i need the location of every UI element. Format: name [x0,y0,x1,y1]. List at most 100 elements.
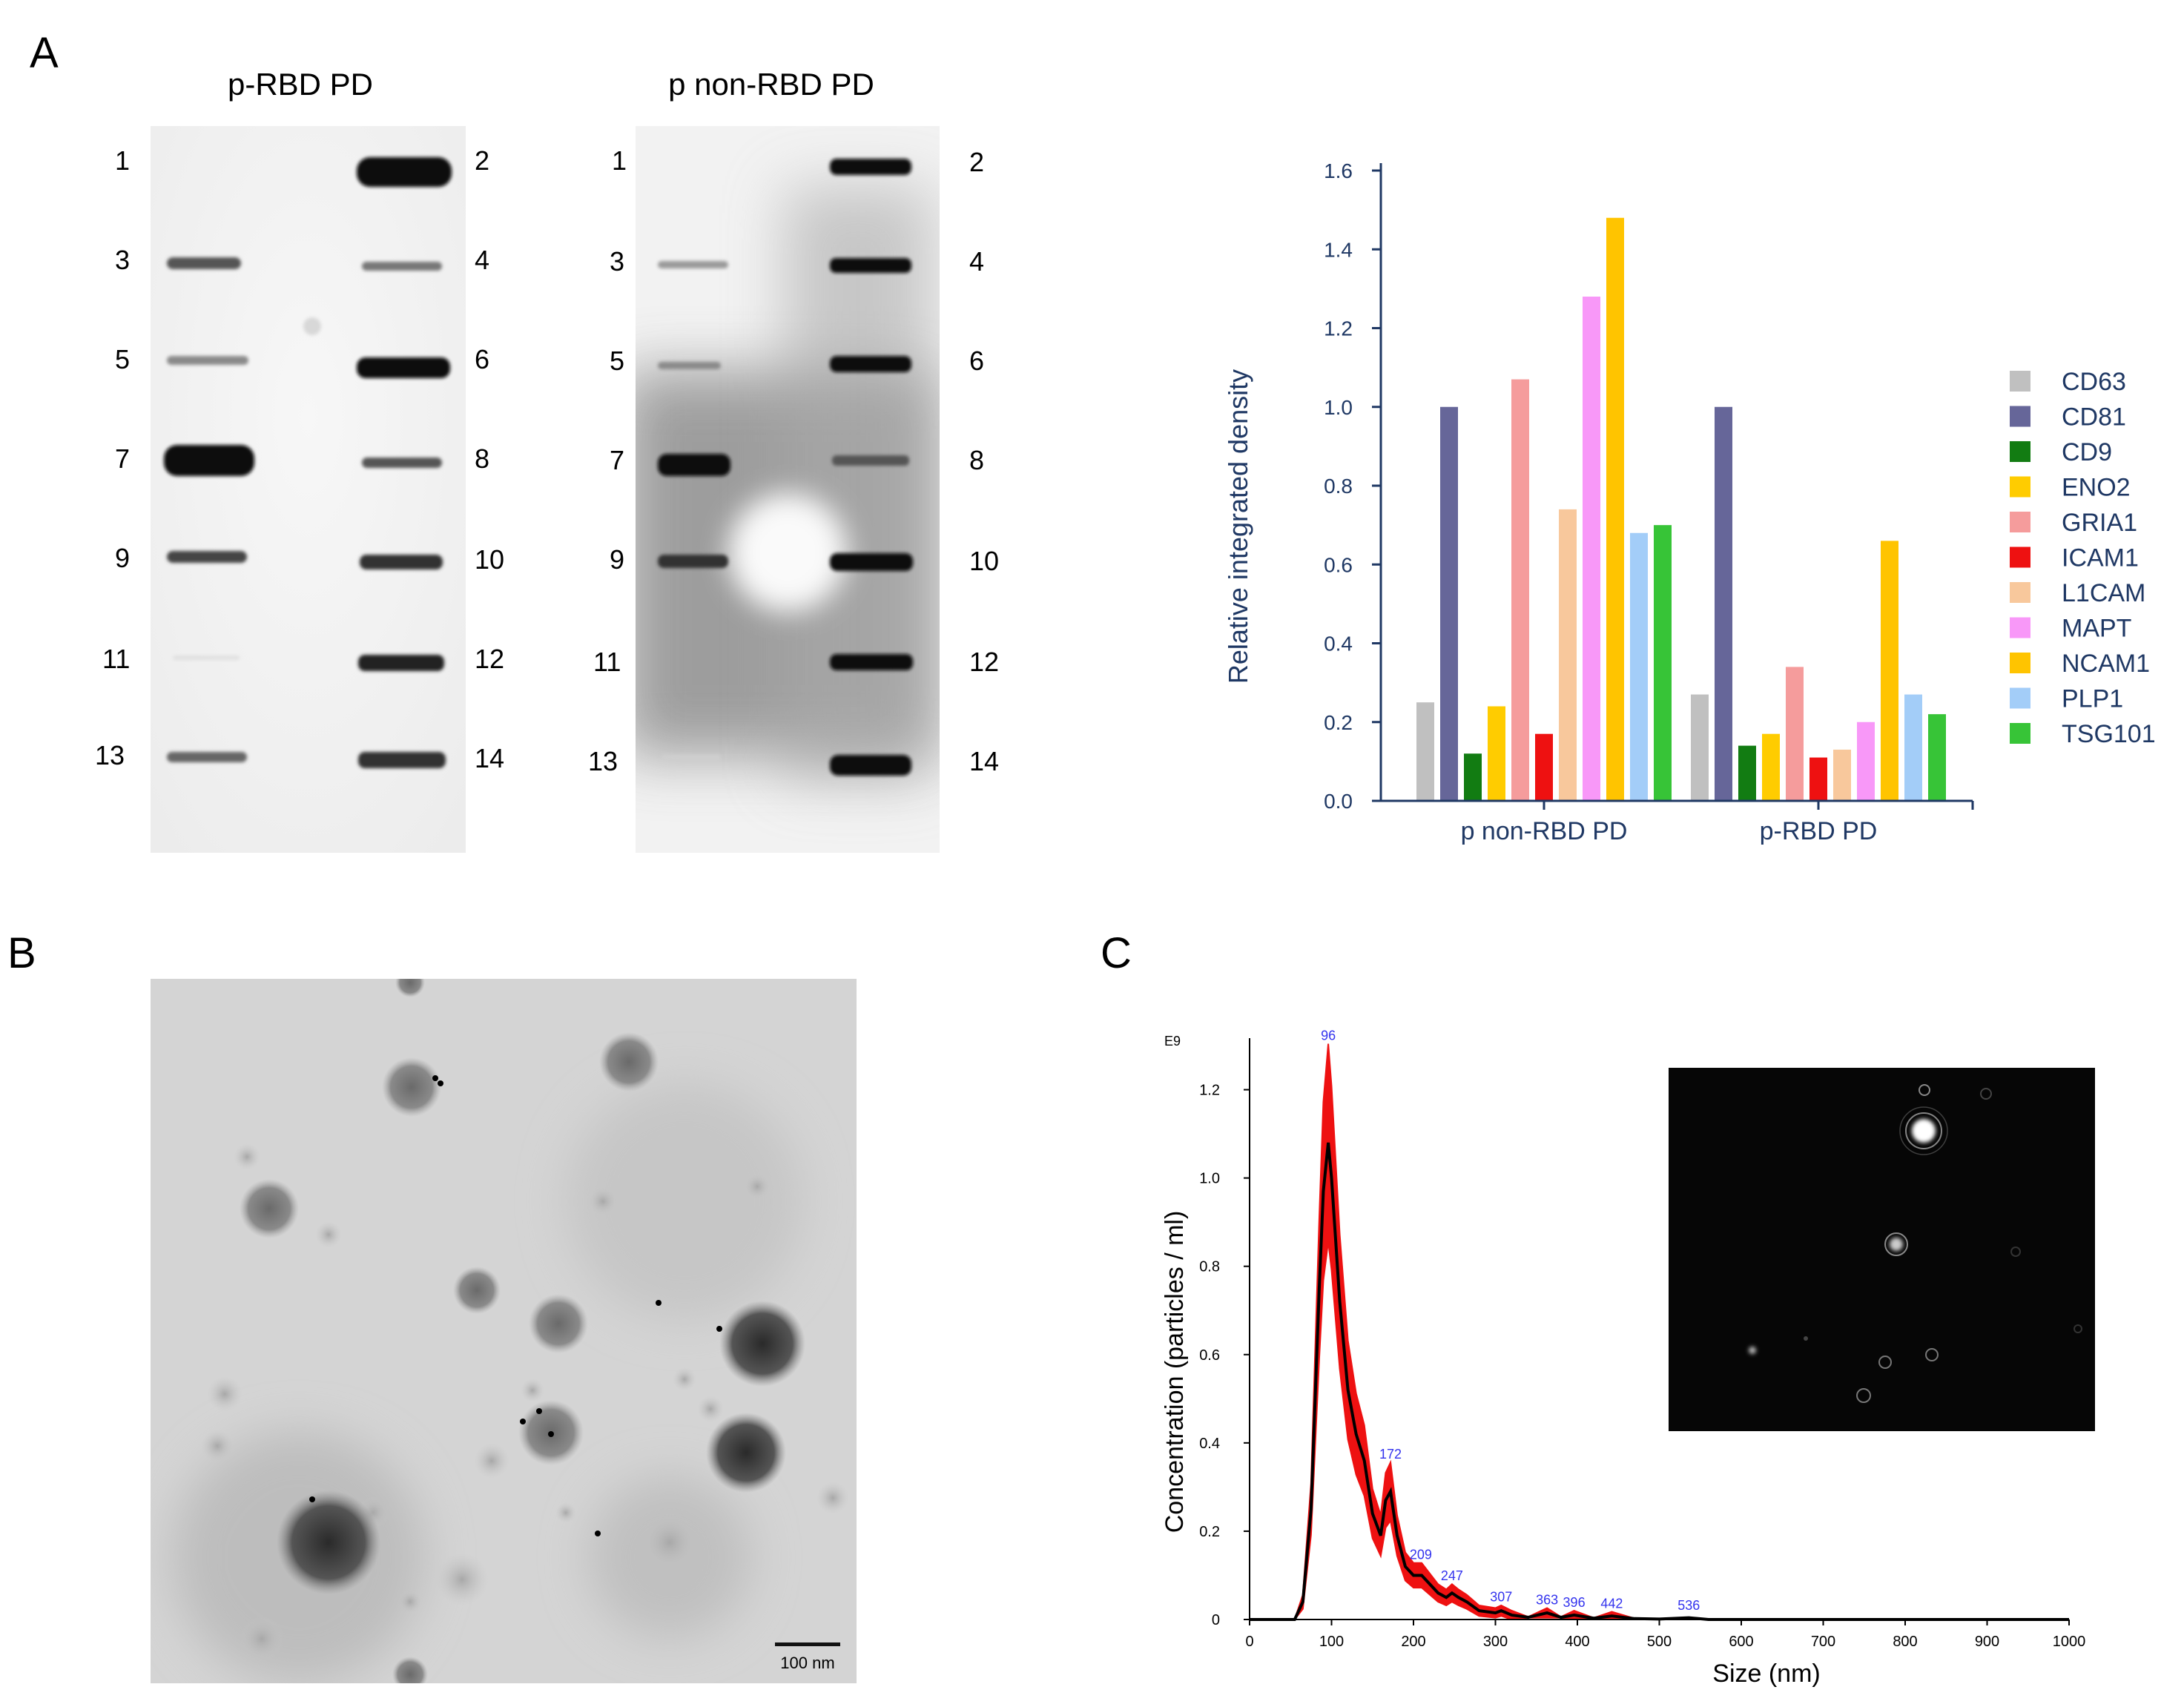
nta-peak-label: 172 [1379,1447,1402,1462]
lane-number: 10 [475,544,505,575]
legend-label: PLP1 [2062,685,2123,713]
nta-exponent-label: E9 [1164,1034,1181,1049]
nta-x-tick-label: 300 [1483,1634,1508,1650]
nta-x-tick-label: 900 [1975,1634,1999,1650]
band-9 [658,555,728,568]
band-11 [173,656,240,660]
nta-x-tick-label: 100 [1319,1634,1344,1650]
band-7 [164,445,254,476]
legend-swatch [2010,441,2030,462]
vesicle [599,1032,659,1092]
nta-x-tick-label: 0 [1245,1634,1253,1650]
scale-bar [775,1642,840,1646]
bar-x-category-label: p non-RBD PD [1461,817,1628,845]
bar [1583,297,1600,801]
particle-scatter [1919,1084,1930,1096]
band-13 [167,752,247,762]
band-12 [830,654,913,670]
panel-label-b: B [7,929,36,977]
particle-scatter [1890,1238,1903,1251]
blot-spot [303,317,321,335]
lane-number: 4 [969,246,985,277]
particle-scatter [1905,1112,1942,1149]
band-8 [362,458,442,468]
nta-peak-label: 247 [1441,1568,1463,1583]
particle-scatter [1899,1106,1948,1155]
lane-number: 4 [475,245,490,275]
bar [1654,525,1672,801]
blot-membrane [151,126,466,853]
nta-peak-label: 536 [1677,1598,1700,1613]
gold-particle [595,1531,601,1536]
particle-scatter [1912,1119,1936,1143]
vesicle [697,1396,724,1422]
vesicle [744,1173,771,1200]
bar [1464,753,1482,801]
vesicle [277,1490,380,1594]
nta-y-tick-label: 0.6 [1199,1347,1220,1364]
lane-number: 12 [475,644,505,674]
vesicle [588,1186,618,1216]
lane-number: 8 [969,445,985,475]
band-2 [830,159,911,175]
lane-number: 6 [969,346,985,376]
nta-y-axis-label: Concentration (particles / ml) [1161,1211,1189,1533]
particle-scatter [1980,1088,1992,1100]
particle-scatter [1749,1347,1756,1354]
lane-number: 7 [610,445,625,475]
vesicle [706,1413,786,1493]
legend-swatch [2010,582,2030,603]
legend-swatch [2010,371,2030,392]
panel-label-c: C [1101,929,1132,977]
nta-y-tick-label: 0.4 [1199,1436,1220,1452]
legend-label: MAPT [2062,615,2131,643]
lane-number: 2 [475,145,490,176]
bar [1809,757,1827,801]
vesicle [240,1179,299,1238]
vesicle [673,1367,696,1391]
bar [1762,733,1780,801]
nta-peak-label: 307 [1490,1590,1512,1605]
lane-number: 1 [612,145,627,176]
band-2 [357,157,452,187]
legend-label: NCAM1 [2062,650,2150,678]
lane-number: 1 [115,145,131,176]
western-blot-p-rbd [151,126,466,853]
vesicle [435,1553,489,1606]
nta-peak-label: 442 [1600,1596,1623,1611]
vesicle [315,1221,342,1248]
gold-particle [548,1431,554,1437]
lane-number: 3 [115,245,131,275]
band-12 [358,655,444,671]
gold-particle [656,1300,662,1306]
legend-label: L1CAM [2062,579,2145,607]
nta-peak-label: 209 [1410,1548,1432,1562]
vesicle [207,1376,243,1412]
particle-scatter [1878,1356,1892,1369]
bar [1416,702,1434,801]
gold-particle [716,1326,722,1332]
bar [1691,694,1709,801]
lane-number: 6 [475,344,490,374]
nta-x-tick-label: 700 [1811,1634,1835,1650]
legend-swatch [2010,723,2030,744]
nta-x-tick-label: 200 [1401,1634,1425,1650]
nta-x-tick-label: 1000 [2053,1634,2086,1650]
vesicle [474,1443,509,1479]
lane-number: 11 [593,647,621,677]
nta-video-frame-inset [1669,1068,2095,1431]
bar-y-tick-label: 0.2 [1324,711,1353,734]
bar-chart-y-axis-label: Relative integrated density [1223,369,1253,684]
blot-title-p-non-rbd: p non-RBD PD [668,67,874,102]
band-14 [830,755,911,776]
nta-peak-label: 396 [1563,1595,1586,1610]
bar-y-tick-label: 0.0 [1324,790,1353,813]
bar [1715,406,1732,801]
nta-y-tick-label: 0 [1212,1612,1220,1628]
particle-scatter [1884,1232,1908,1256]
tem-micrograph: 100 nm [151,979,857,1683]
band-3 [167,257,241,269]
lane-number: 12 [969,647,1000,677]
nta-y-tick-label: 1.0 [1199,1171,1220,1187]
legend-swatch [2010,512,2030,532]
